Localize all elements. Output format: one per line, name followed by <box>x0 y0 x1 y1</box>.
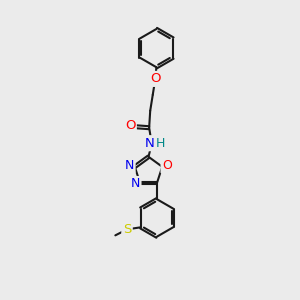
Text: O: O <box>125 119 135 132</box>
Text: N: N <box>131 178 140 190</box>
Text: H: H <box>155 137 165 150</box>
Text: O: O <box>151 72 161 86</box>
Text: N: N <box>145 137 155 150</box>
Text: O: O <box>162 159 172 172</box>
Text: S: S <box>123 223 131 236</box>
Text: N: N <box>125 159 134 172</box>
